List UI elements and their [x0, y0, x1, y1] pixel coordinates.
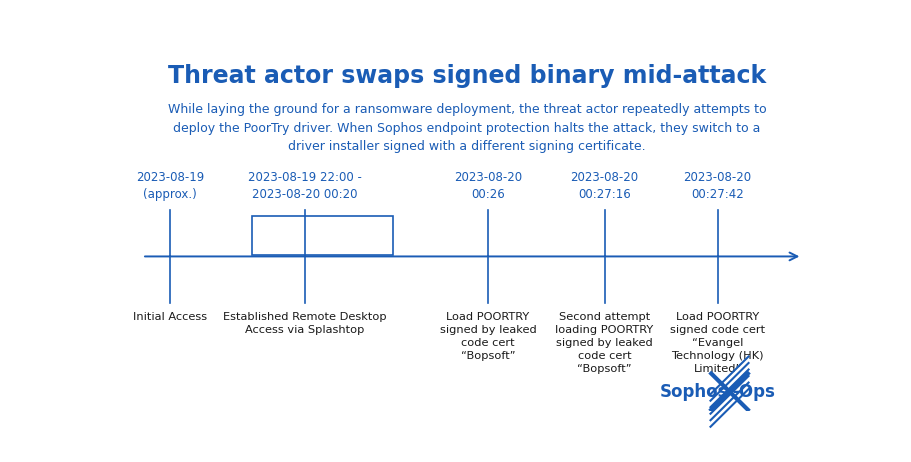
Text: Sophos: Sophos [660, 383, 728, 401]
Text: 2023-08-19 22:00 -
2023-08-20 00:20: 2023-08-19 22:00 - 2023-08-20 00:20 [248, 171, 362, 201]
Text: Second attempt
loading POORTRY
signed by leaked
code cert
“Bopsoft”: Second attempt loading POORTRY signed by… [556, 311, 654, 374]
Bar [251, 215, 393, 255]
FancyArrowPatch shape [145, 253, 797, 260]
Text: Established Remote Desktop
Access via Splashtop: Established Remote Desktop Access via Sp… [222, 311, 386, 335]
Text: 2023-08-20
00:26: 2023-08-20 00:26 [454, 171, 522, 201]
Text: Threat actor swaps signed binary mid-attack: Threat actor swaps signed binary mid-att… [168, 64, 766, 88]
Text: -Ops: -Ops [732, 383, 774, 401]
Text: 2023-08-19
(approx.): 2023-08-19 (approx.) [137, 171, 204, 201]
Text: While laying the ground for a ransomware deployment, the threat actor repeatedly: While laying the ground for a ransomware… [168, 103, 766, 153]
Text: 2023-08-20
00:27:42: 2023-08-20 00:27:42 [683, 171, 752, 201]
Text: Load POORTRY
signed by leaked
code cert
“Bopsoft”: Load POORTRY signed by leaked code cert … [440, 311, 537, 361]
Text: 2023-08-20
00:27:16: 2023-08-20 00:27:16 [570, 171, 639, 201]
Text: Initial Access: Initial Access [133, 311, 208, 322]
Text: Load POORTRY
signed code cert
“Evangel
Technology (HK)
Limited”: Load POORTRY signed code cert “Evangel T… [670, 311, 765, 374]
